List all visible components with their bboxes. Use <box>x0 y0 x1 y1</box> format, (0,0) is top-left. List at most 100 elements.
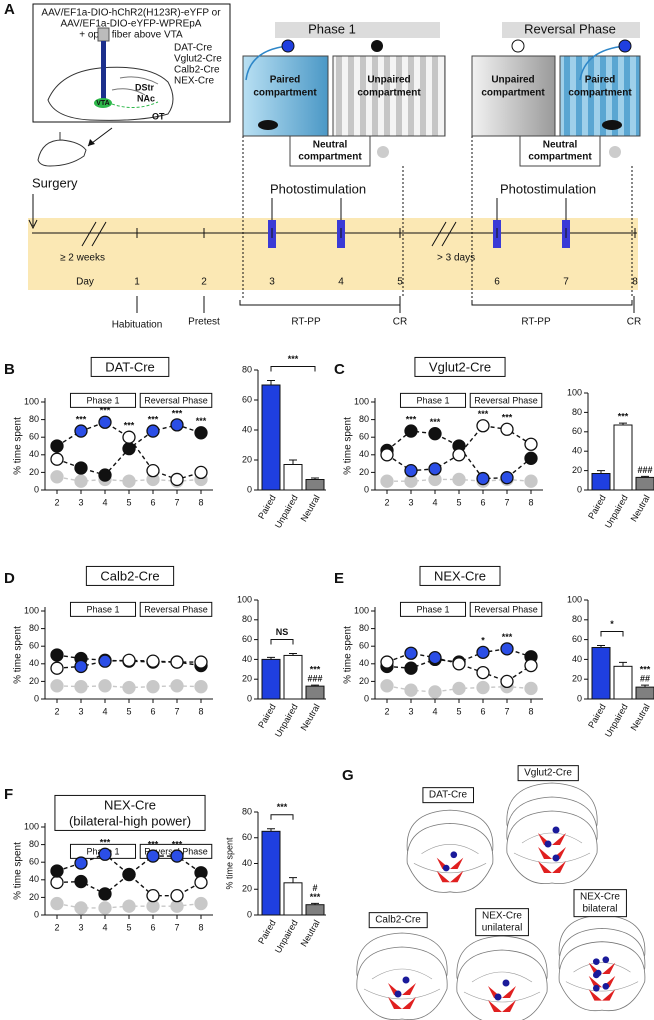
panel-letter: G <box>342 767 354 784</box>
significance: *** <box>310 665 321 675</box>
bar <box>283 464 303 491</box>
x-tick-label: Paired <box>256 702 278 730</box>
data-point <box>146 888 160 903</box>
y-tick-label: 80 <box>359 414 369 424</box>
bar <box>305 904 325 916</box>
data-point <box>170 888 184 903</box>
y-tick-label: 40 <box>29 658 39 668</box>
fiber-site <box>552 826 560 834</box>
phase-box: Reversal Phase <box>139 392 213 408</box>
vta-region <box>588 962 616 974</box>
phase-box: Phase 1 <box>399 392 467 408</box>
y-tick-label: 0 <box>34 693 39 703</box>
x-tick-label: 3 <box>78 922 83 932</box>
significance: ### <box>307 674 322 684</box>
data-point <box>50 470 64 484</box>
significance: *** <box>618 411 629 421</box>
significance: *** <box>277 802 288 812</box>
data-point <box>50 452 64 466</box>
data-point <box>98 679 112 693</box>
label-box <box>419 565 501 586</box>
stage-label: RT-PP <box>521 317 551 328</box>
data-point <box>194 896 208 911</box>
fiber-site <box>402 976 410 984</box>
bar <box>613 665 633 700</box>
y-tick-label: 40 <box>242 654 252 664</box>
injection-text: AAV/EF1a-DIO-hChR2(H123R)-eYFP or <box>41 8 221 19</box>
bar <box>261 384 281 491</box>
data-point <box>74 680 88 694</box>
y-axis-label: % time spent <box>343 626 354 684</box>
y-tick-label: 40 <box>29 449 39 459</box>
label-box <box>517 765 579 782</box>
data-point <box>452 681 466 696</box>
significance: *** <box>172 408 183 418</box>
title-group: NEX-Cre(bilateral-high power) <box>54 794 206 831</box>
y-tick-label: 0 <box>364 693 369 703</box>
x-tick-label: 8 <box>528 497 533 507</box>
data-point <box>428 650 442 665</box>
significance: *** <box>478 409 489 419</box>
stage-brackets <box>239 300 633 306</box>
brain-label: Vglut2-Cre <box>517 765 579 782</box>
data-point <box>452 472 466 487</box>
error-bar <box>267 656 275 660</box>
y-tick-label: 60 <box>29 432 39 442</box>
error-bar <box>289 652 297 656</box>
vta-region <box>488 1000 516 1012</box>
x-tick-label: 5 <box>126 922 131 932</box>
mouse-line: Vglut2-Cre <box>174 54 222 65</box>
vta-region <box>538 847 566 859</box>
label-box <box>69 601 137 617</box>
data-point <box>74 474 88 488</box>
data-point <box>98 887 112 901</box>
phase-label: Reversal Phase <box>144 604 208 614</box>
error-bar <box>289 877 297 883</box>
unpaired-compartment <box>471 55 556 137</box>
vta-region <box>588 989 616 1001</box>
compartment-label: compartment <box>528 152 592 163</box>
y-tick-label: 60 <box>29 857 39 867</box>
data-point <box>122 680 136 695</box>
panel-letter: D <box>4 570 15 587</box>
x-tick-label: Paired <box>586 493 608 521</box>
y-tick-label: 20 <box>572 465 582 475</box>
x-tick-label: 8 <box>528 706 533 716</box>
day-number: 1 <box>134 277 140 288</box>
data-point <box>74 461 88 475</box>
x-tick-label: 8 <box>198 497 203 507</box>
data-point <box>74 856 88 870</box>
phase-box: Phase 1 <box>69 392 137 408</box>
mouse-line: NEX-Cre <box>174 76 214 87</box>
data-point <box>380 679 394 693</box>
data-point <box>404 683 418 697</box>
day-number: 6 <box>494 277 500 288</box>
y-tick-label: 60 <box>242 832 252 842</box>
phase-label: Phase 1 <box>86 604 119 614</box>
data-point <box>74 424 88 438</box>
significance: *** <box>640 665 651 675</box>
y-tick-label: 80 <box>242 614 252 624</box>
data-point <box>146 849 160 863</box>
y-tick-label: 60 <box>242 634 252 644</box>
stage-arrows <box>136 296 635 313</box>
x-tick-label: Paired <box>256 918 278 946</box>
panel-letter: C <box>334 361 345 378</box>
data-point <box>50 875 64 890</box>
data-point <box>476 665 490 680</box>
vta-region <box>388 983 416 995</box>
label-box <box>399 392 467 408</box>
bar <box>591 473 611 491</box>
fiber-site <box>592 958 600 965</box>
fiber-site <box>450 851 458 859</box>
fiber-site <box>494 993 502 1001</box>
x-tick-label: 4 <box>102 922 107 932</box>
region-label: OT <box>152 111 165 121</box>
chart-title: (bilateral-high power) <box>69 813 191 828</box>
panel-a: A AAV/EF1a-DIO-hChR2(H123R)-eYFP or AAV/… <box>4 1 641 331</box>
y-tick-label: 40 <box>359 449 369 459</box>
y-axis-label: % time spent <box>224 837 234 890</box>
data-point <box>122 430 136 444</box>
y-tick-label: 60 <box>359 432 369 442</box>
brain-outline <box>506 810 598 885</box>
